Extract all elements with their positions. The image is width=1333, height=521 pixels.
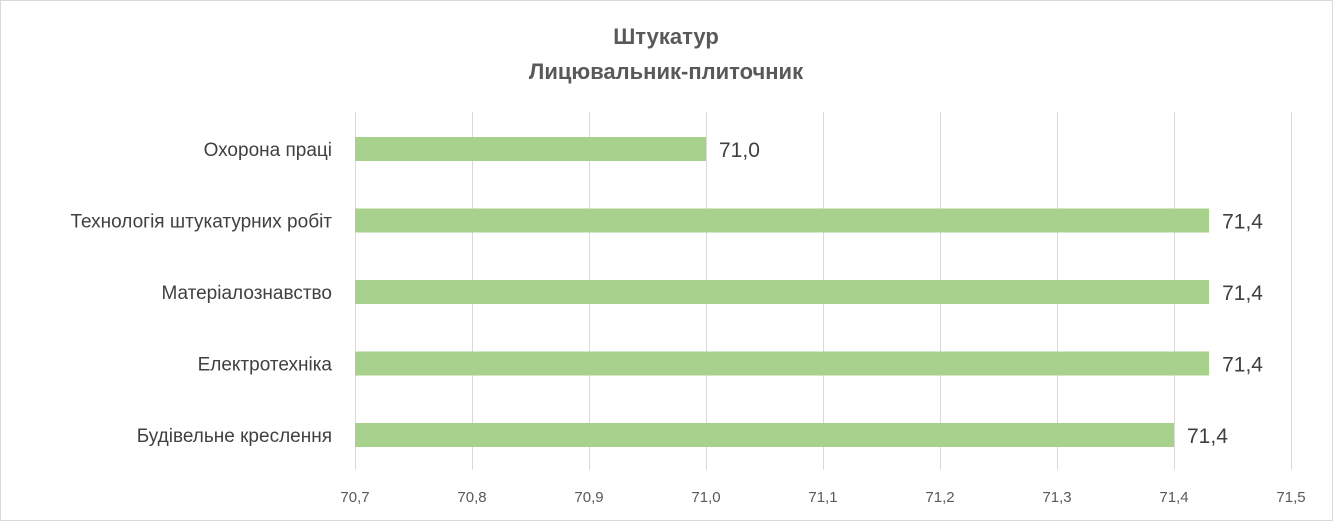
category-label-4: Будівельне креслення bbox=[137, 426, 332, 447]
x-axis-tick-labels: 70,7 70,8 70,9 71,0 71,1 71,2 71,3 71,4 71,5 bbox=[340, 489, 1305, 506]
chart-title-line-2: Лицювальник-плиточник bbox=[529, 59, 804, 84]
category-label-3: Електротехніка bbox=[198, 355, 333, 376]
data-label-4: 71,4 bbox=[1187, 425, 1228, 448]
data-label-3: 71,4 bbox=[1222, 354, 1263, 377]
category-label-1: Технологія штукатурних робіт bbox=[70, 212, 332, 233]
chart-title-line-1: Штукатур bbox=[613, 24, 719, 49]
x-tick-label-2: 70,9 bbox=[574, 489, 603, 506]
x-tick-label-4: 71,1 bbox=[808, 489, 837, 506]
x-tick-label-5: 71,2 bbox=[925, 489, 954, 506]
x-tick-label-3: 71,0 bbox=[691, 489, 720, 506]
bar-4 bbox=[355, 423, 1174, 447]
bar-2 bbox=[355, 280, 1210, 304]
x-tick-label-1: 70,8 bbox=[457, 489, 486, 506]
data-label-2: 71,4 bbox=[1222, 282, 1263, 305]
x-tick-label-0: 70,7 bbox=[340, 489, 369, 506]
bar-1 bbox=[355, 208, 1210, 233]
data-label-1: 71,4 bbox=[1222, 211, 1263, 234]
data-labels: 71,0 71,4 71,4 71,4 71,4 bbox=[719, 139, 1263, 448]
category-label-2: Матеріалознавство bbox=[161, 283, 332, 304]
x-tick-label-6: 71,3 bbox=[1042, 489, 1071, 506]
category-label-0: Охорона праці bbox=[204, 140, 332, 161]
x-tick-label-7: 71,4 bbox=[1159, 489, 1188, 506]
bar-0 bbox=[355, 137, 706, 161]
data-label-0: 71,0 bbox=[719, 139, 760, 162]
x-tick-label-8: 71,5 bbox=[1276, 489, 1305, 506]
category-labels: Охорона праці Технологія штукатурних робі… bbox=[70, 140, 332, 447]
bar-3 bbox=[355, 351, 1210, 376]
bars bbox=[355, 137, 1210, 447]
chart-title: Штукатур Лицювальник-плиточник bbox=[529, 24, 804, 84]
